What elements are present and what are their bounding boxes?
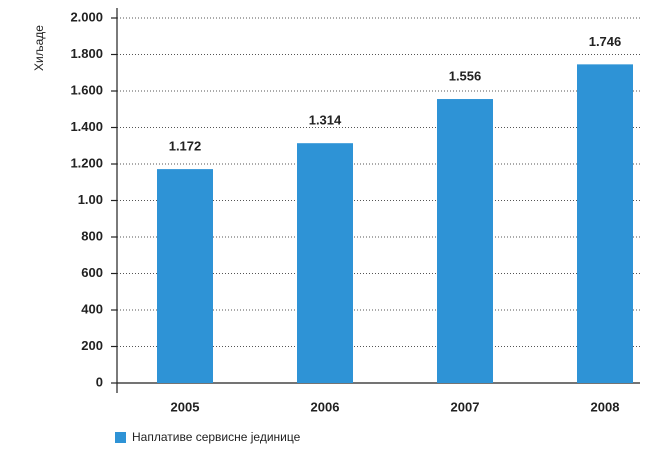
y-tick-label: 800 xyxy=(81,228,103,243)
y-tick-label: 1.800 xyxy=(70,46,103,61)
value-label: 1.746 xyxy=(589,34,622,49)
x-tick-label: 2006 xyxy=(311,399,340,414)
y-axis-label: Хиљаде xyxy=(32,25,46,71)
x-tick-label: 2005 xyxy=(171,399,200,414)
y-tick-label: 1.00 xyxy=(78,192,103,207)
y-tick-label: 200 xyxy=(81,338,103,353)
value-label: 1.314 xyxy=(309,113,342,128)
x-tick-label: 2008 xyxy=(591,399,620,414)
y-tick-label: 600 xyxy=(81,265,103,280)
y-tick-label: 0 xyxy=(96,374,103,389)
value-label: 1.556 xyxy=(449,68,482,83)
value-label: 1.172 xyxy=(169,139,202,154)
y-tick-label: 1.600 xyxy=(70,82,103,97)
y-tick-label: 2.000 xyxy=(70,9,103,24)
bar xyxy=(157,169,213,383)
bar xyxy=(297,143,353,383)
legend-swatch xyxy=(115,432,126,443)
bar xyxy=(437,99,493,383)
legend-label: Наплативе сервисне јединице xyxy=(132,430,301,444)
y-tick-label: 1.200 xyxy=(70,155,103,170)
y-tick-label: 1.400 xyxy=(70,119,103,134)
y-tick-label: 400 xyxy=(81,301,103,316)
bar xyxy=(577,64,633,383)
x-tick-label: 2007 xyxy=(451,399,480,414)
